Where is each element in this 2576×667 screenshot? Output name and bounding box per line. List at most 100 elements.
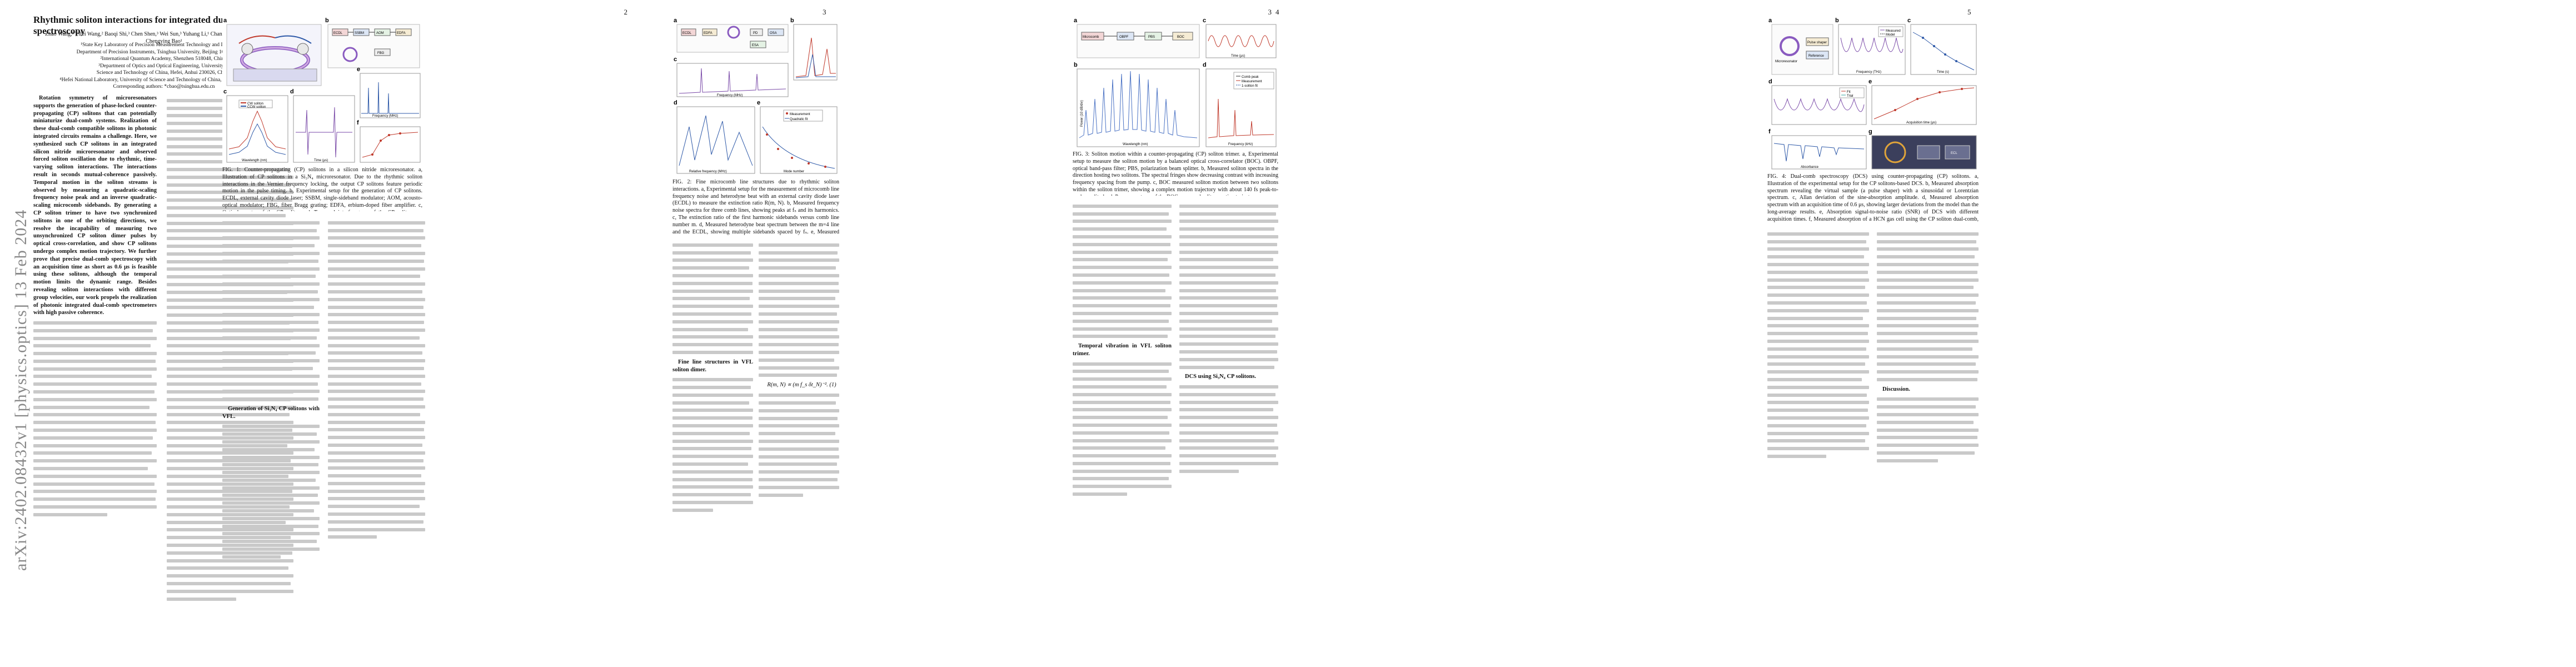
- svg-text:Power (10 dB/div): Power (10 dB/div): [1080, 100, 1084, 127]
- svg-text:ECDL: ECDL: [682, 32, 692, 35]
- fig4-panel-b: b Measured Model Frequency (THz): [1835, 17, 1906, 75]
- svg-text:Frequency (kHz): Frequency (kHz): [1228, 143, 1253, 146]
- fig4-panel-d: d Fit Trial: [1768, 78, 1867, 125]
- equation-1: R(m, N) ∝ (m f_s δt_N)⁻². (1): [767, 382, 836, 389]
- column-left: Rotation symmetry of microresonators sup…: [33, 94, 157, 656]
- svg-text:ESA: ESA: [752, 44, 759, 47]
- svg-text:b: b: [1835, 17, 1839, 24]
- svg-text:ECDL: ECDL: [333, 32, 343, 35]
- svg-text:SSBM: SSBM: [355, 32, 364, 35]
- svg-text:EDFA: EDFA: [397, 32, 406, 35]
- body-text: [33, 321, 157, 516]
- page-number: 4: [1275, 8, 1279, 16]
- svg-text:Trial: Trial: [1847, 94, 1853, 98]
- page-2: 3: [644, 0, 1288, 667]
- author-list: Zhao Wang,¹ Yifei Wang,² Baoqi Shi,³ Che…: [45, 31, 283, 44]
- page3-column-left: Fine line structures in VFL soliton dime…: [672, 239, 753, 656]
- svg-text:CCW soliton: CCW soliton: [247, 106, 266, 109]
- svg-text:OBPF: OBPF: [1119, 36, 1129, 39]
- fig1-panel-f: f: [357, 120, 421, 163]
- section-heading-fine-structure: Fine line structures in VFL soliton dime…: [672, 359, 753, 373]
- fig3-panel-c: c Time (μs): [1203, 17, 1277, 58]
- svg-text:Acquisition time (μs): Acquisition time (μs): [1906, 121, 1936, 125]
- page4-column-left: Temporal vibration in VFL soliton trimer…: [1073, 200, 1172, 656]
- svg-text:1-soliton fit: 1-soliton fit: [1242, 84, 1258, 88]
- svg-text:Frequency (THz): Frequency (THz): [1856, 71, 1881, 74]
- fig1-label-a: a: [223, 17, 227, 24]
- svg-text:Frequency (MHz): Frequency (MHz): [372, 115, 398, 118]
- svg-text:b: b: [790, 17, 794, 24]
- svg-text:d: d: [290, 88, 294, 95]
- page-number: 2: [624, 8, 628, 16]
- svg-text:a: a: [1074, 17, 1078, 24]
- page2-column-left: Generation of Si₃N₄ CP solitons with VFL…: [222, 217, 320, 656]
- page3-column-right: R(m, N) ∝ (m f_s δt_N)⁻². (1): [759, 239, 839, 656]
- svg-text:c: c: [1203, 17, 1206, 24]
- arxiv-stamp: arXiv:2402.08432v1 [physics.optics] 13 F…: [12, 209, 30, 571]
- svg-text:c: c: [674, 56, 677, 63]
- fig4-panel-f: f Absorbance: [1768, 128, 1867, 170]
- page-number: 3: [1268, 8, 1272, 16]
- fig4-caption: FIG. 4: Dual-comb spectroscopy (DCS) usi…: [1767, 173, 1979, 223]
- page4-column-right: DCS using Si₃N₄ CP solitons.: [1179, 200, 1278, 656]
- fig3-panel-d: d Comb peak Measurement 1-soliton fit Fr…: [1203, 62, 1277, 147]
- page5-column-left: [1767, 228, 1869, 656]
- fig1-caption: FIG. 1: Counter-propagating (CP) soliton…: [222, 167, 422, 211]
- svg-text:Wavelength (nm): Wavelength (nm): [242, 159, 267, 162]
- svg-text:Model: Model: [1886, 33, 1895, 37]
- svg-text:Microcomb: Microcomb: [1083, 36, 1099, 39]
- svg-text:e: e: [1869, 78, 1872, 85]
- figure-3: a Microcomb OBPF PBS BOC c Time (μs) b W…: [1073, 16, 1278, 149]
- svg-text:Measurement: Measurement: [790, 113, 810, 116]
- svg-text:Comb peak: Comb peak: [1242, 76, 1259, 79]
- fig3-panel-a: a Microcomb OBPF PBS BOC: [1074, 17, 1200, 58]
- svg-text:PBS: PBS: [1148, 36, 1155, 39]
- svg-text:b: b: [1074, 62, 1078, 68]
- svg-text:c: c: [1907, 17, 1911, 24]
- page5-column-right: Discussion.: [1877, 228, 1979, 656]
- fig1-panel-e: e Frequency (MHz): [357, 66, 421, 118]
- svg-text:d: d: [1768, 78, 1772, 85]
- fig4-panel-c: c Time (s): [1907, 17, 1977, 75]
- svg-text:Time (s): Time (s): [1937, 71, 1949, 74]
- svg-text:CW soliton: CW soliton: [247, 102, 263, 106]
- svg-text:Absorbance: Absorbance: [1801, 166, 1819, 169]
- svg-text:Measured: Measured: [1886, 29, 1901, 33]
- fig4-panel-a: a Microresonator Pulse shaper Reference: [1768, 17, 1833, 75]
- svg-text:b: b: [325, 17, 329, 24]
- fig3-panel-b: b Wavelength (nm) Power (10 dB/div): [1074, 62, 1200, 147]
- page-number: 5: [1967, 8, 1971, 16]
- fig4-panel-e: e Acquisition time (μs): [1869, 78, 1977, 125]
- svg-text:c: c: [223, 88, 227, 95]
- svg-text:Reference: Reference: [1808, 54, 1824, 58]
- svg-text:a: a: [1768, 17, 1772, 24]
- fig4-panel-g: g ECL: [1869, 128, 1977, 170]
- svg-text:FBG: FBG: [377, 52, 385, 55]
- svg-text:a: a: [674, 17, 677, 24]
- fig2-panel-c: c Frequency (MHz): [674, 56, 789, 97]
- svg-text:Time (μs): Time (μs): [314, 159, 328, 162]
- svg-text:Relative frequency (MHz): Relative frequency (MHz): [689, 170, 727, 173]
- fig2-panel-e: e Measurement Quadratic fit Mode number: [757, 99, 838, 174]
- svg-text:Measurement: Measurement: [1242, 80, 1262, 83]
- svg-text:PD: PD: [753, 32, 758, 35]
- svg-text:Mode number: Mode number: [784, 170, 804, 173]
- fig2-panel-d: d Relative frequency (MHz): [674, 99, 755, 174]
- abstract: Rotation symmetry of microresonators sup…: [33, 95, 157, 316]
- fig1-panel-c: c CW soliton CCW soliton Wavelength (nm): [223, 88, 288, 163]
- section-heading-temporal: Temporal vibration in VFL soliton trimer…: [1073, 343, 1172, 357]
- figure-4: a Microresonator Pulse shaper Reference …: [1767, 16, 1979, 171]
- fig3-caption: FIG. 3: Soliton motion within a counter-…: [1073, 151, 1278, 196]
- fig1-panel-b: b ECDL SSBM AOM EDFA FBG: [325, 17, 420, 68]
- svg-text:OSA: OSA: [770, 32, 777, 35]
- section-heading-generation: Generation of Si₃N₄ CP solitons with VFL…: [222, 405, 320, 420]
- svg-text:EDFA: EDFA: [704, 32, 712, 35]
- section-heading-discussion: Discussion.: [1882, 386, 1910, 392]
- page-number: 3: [823, 8, 826, 16]
- figure-1: a b ECDL SSBM AOM EDFA FBG c CW soliton: [222, 16, 422, 166]
- svg-text:Quadratic fit: Quadratic fit: [790, 118, 808, 121]
- fig2-panel-b: b: [790, 17, 838, 81]
- svg-text:Time (μs): Time (μs): [1231, 54, 1245, 58]
- section-heading-dcs: DCS using Si₃N₄ CP solitons.: [1185, 374, 1256, 380]
- fig2-panel-a: a ECDL EDFA PD OSA ESA: [674, 17, 789, 53]
